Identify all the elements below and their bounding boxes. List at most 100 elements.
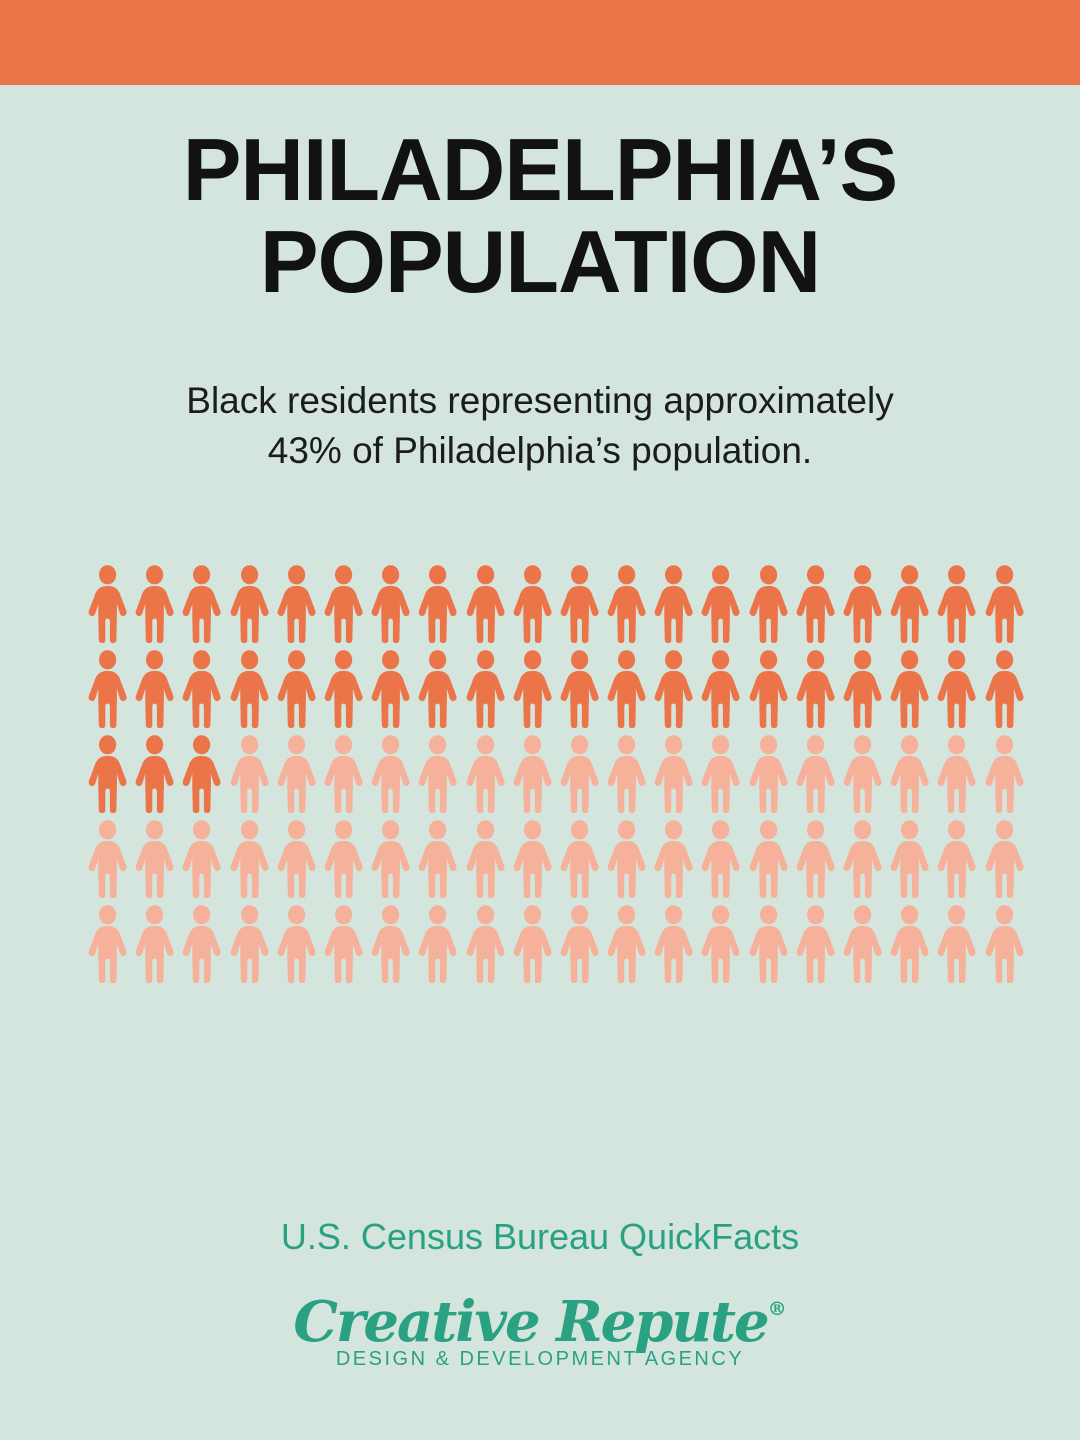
person-icon: [985, 820, 1024, 898]
person-icon: [654, 905, 693, 983]
person-icon: [843, 820, 882, 898]
logo-text: Creative Repute: [293, 1289, 769, 1355]
person-icon: [513, 735, 552, 813]
person-icon: [466, 650, 505, 728]
person-icon: [135, 820, 174, 898]
page-title-line2: POPULATION: [259, 212, 821, 311]
person-icon: [607, 735, 646, 813]
person-icon: [466, 565, 505, 643]
person-icon: [937, 905, 976, 983]
person-icon: [749, 905, 788, 983]
subtitle-line1: Black residents representing approximate…: [186, 380, 894, 421]
person-icon: [607, 820, 646, 898]
person-icon: [418, 820, 457, 898]
person-icon: [371, 565, 410, 643]
person-icon: [466, 820, 505, 898]
person-icon: [230, 565, 269, 643]
person-icon: [135, 735, 174, 813]
person-icon: [513, 650, 552, 728]
person-icon: [749, 735, 788, 813]
person-icon: [88, 905, 127, 983]
person-icon: [418, 735, 457, 813]
logo-tagline: DESIGN & DEVELOPMENT AGENCY: [335, 1348, 745, 1370]
person-icon: [702, 820, 741, 898]
person-icon: [702, 735, 741, 813]
person-icon: [88, 735, 127, 813]
person-icon: [277, 650, 316, 728]
person-icon: [890, 905, 929, 983]
person-icon: [324, 565, 363, 643]
person-icon: [937, 820, 976, 898]
source-text: U.S. Census Bureau QuickFacts: [280, 1216, 800, 1257]
person-icon: [654, 650, 693, 728]
person-icon: [843, 905, 882, 983]
person-icon: [796, 820, 835, 898]
subtitle: Black residents representing approximate…: [0, 376, 1080, 476]
person-icon: [654, 735, 693, 813]
person-icon: [985, 905, 1024, 983]
person-icon: [230, 650, 269, 728]
person-icon: [843, 650, 882, 728]
person-icon: [796, 905, 835, 983]
person-icon: [560, 820, 599, 898]
person-icon: [324, 735, 363, 813]
person-icon: [277, 565, 316, 643]
person-icon: [135, 905, 174, 983]
person-icon: [796, 735, 835, 813]
person-icon: [607, 905, 646, 983]
person-icon: [937, 735, 976, 813]
person-icon: [843, 565, 882, 643]
person-icon: [182, 905, 221, 983]
person-icon: [843, 735, 882, 813]
person-icon: [560, 650, 599, 728]
person-icon: [890, 650, 929, 728]
header-bar: [0, 0, 1080, 85]
person-icon: [324, 820, 363, 898]
registered-trademark-icon: ®: [767, 1298, 787, 1320]
person-icon: [702, 905, 741, 983]
person-icon: [560, 565, 599, 643]
page-title-line1: PHILADELPHIA’S: [182, 120, 899, 219]
person-icon: [513, 905, 552, 983]
person-icon: [654, 565, 693, 643]
person-icon: [88, 650, 127, 728]
person-icon: [654, 820, 693, 898]
person-icon: [796, 565, 835, 643]
person-icon: [702, 565, 741, 643]
person-icon: [277, 905, 316, 983]
person-icon: [702, 650, 741, 728]
person-icon: [182, 735, 221, 813]
creative-repute-logo: Creative Repute®: [0, 1274, 1080, 1357]
person-icon: [560, 735, 599, 813]
person-icon: [466, 735, 505, 813]
person-icon: [560, 905, 599, 983]
person-icon: [607, 650, 646, 728]
person-icon: [277, 820, 316, 898]
person-icon: [88, 565, 127, 643]
person-icon: [749, 565, 788, 643]
person-icon: [607, 565, 646, 643]
person-icon: [371, 735, 410, 813]
person-icon: [418, 650, 457, 728]
person-icon: [230, 735, 269, 813]
person-icon: [937, 565, 976, 643]
person-icon: [182, 820, 221, 898]
person-icon: [749, 650, 788, 728]
person-icon: [513, 565, 552, 643]
person-icon: [135, 565, 174, 643]
person-icon: [796, 650, 835, 728]
subtitle-line2: 43% of Philadelphia’s population.: [267, 430, 813, 471]
person-icon: [985, 735, 1024, 813]
person-icon: [513, 820, 552, 898]
person-icon: [230, 820, 269, 898]
person-icon: [277, 735, 316, 813]
person-icon: [749, 820, 788, 898]
person-icon: [890, 735, 929, 813]
person-icon: [890, 565, 929, 643]
person-icon: [466, 905, 505, 983]
page-title: PHILADELPHIA’S POPULATION: [0, 124, 1080, 308]
person-icon: [985, 650, 1024, 728]
person-icon: [88, 820, 127, 898]
population-pictogram: [84, 565, 1028, 990]
